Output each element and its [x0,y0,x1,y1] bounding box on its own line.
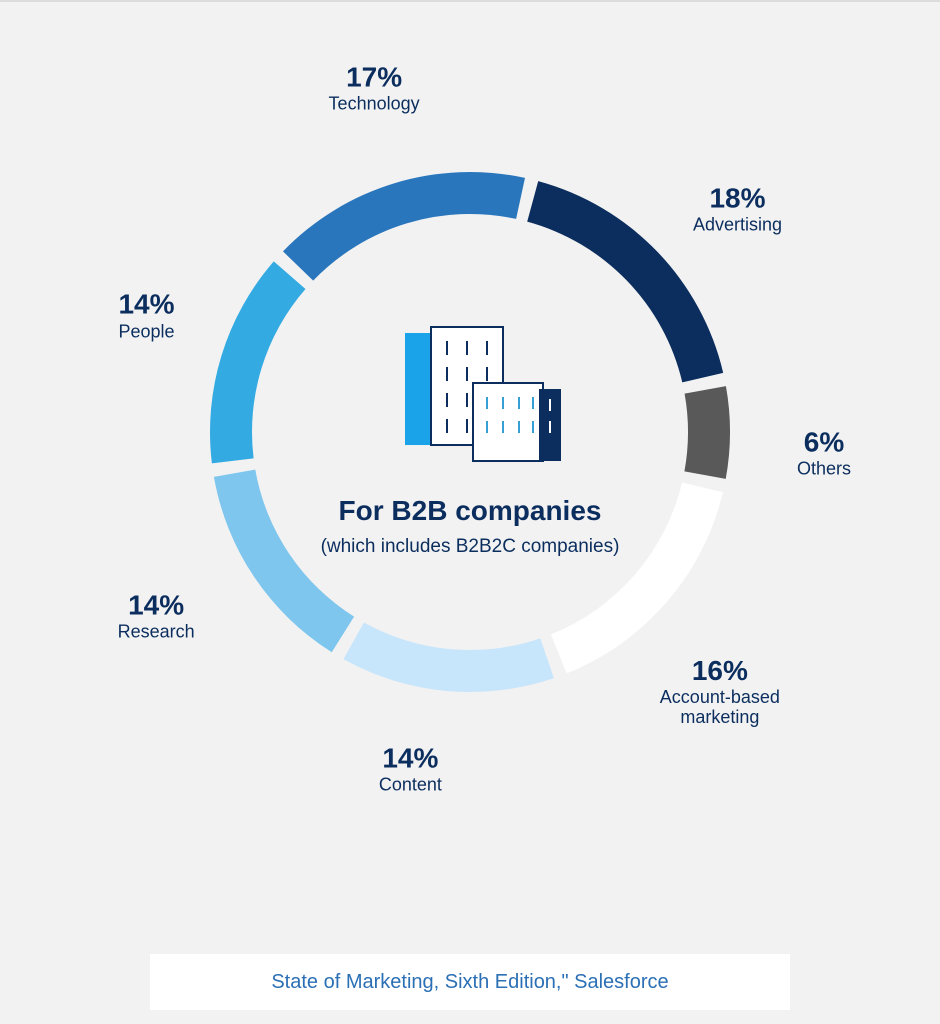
slice-percent: 14% [118,590,195,622]
slice-label: 14%Content [379,742,442,795]
slice-percent: 14% [379,742,442,774]
slice-percent: 18% [693,182,782,214]
slice-name: Others [797,458,851,479]
slice-label: 14%People [118,289,174,342]
source-caption: State of Marketing, Sixth Edition," Sale… [150,954,790,1010]
donut-slice [343,622,553,692]
slice-percent: 14% [118,289,174,321]
slice-name: Content [379,774,442,795]
source-text: State of Marketing, Sixth Edition," Sale… [271,971,668,994]
chart-frame: For B2B companies (which includes B2B2C … [0,0,940,1024]
slice-label: 16%Account-based marketing [660,655,780,729]
slice-name: People [118,321,174,342]
slice-label: 14%Research [118,590,195,643]
slice-percent: 17% [329,62,420,94]
slice-label: 17%Technology [329,62,420,115]
slice-name: Advertising [693,215,782,236]
donut-slice [684,386,730,479]
donut-chart: For B2B companies (which includes B2B2C … [20,22,920,842]
slice-percent: 6% [797,426,851,458]
chart-center: For B2B companies (which includes B2B2C … [300,325,640,558]
slice-name: Technology [329,94,420,115]
slice-label: 6%Others [797,426,851,479]
donut-slice [283,172,525,281]
center-title: For B2B companies [300,494,640,528]
slice-name: Account-based marketing [660,687,780,728]
center-subtitle: (which includes B2B2C companies) [300,536,640,558]
donut-slice [210,261,305,463]
slice-percent: 16% [660,655,780,687]
buildings-icon [375,325,565,475]
slice-label: 18%Advertising [693,182,782,235]
slice-name: Research [118,622,195,643]
